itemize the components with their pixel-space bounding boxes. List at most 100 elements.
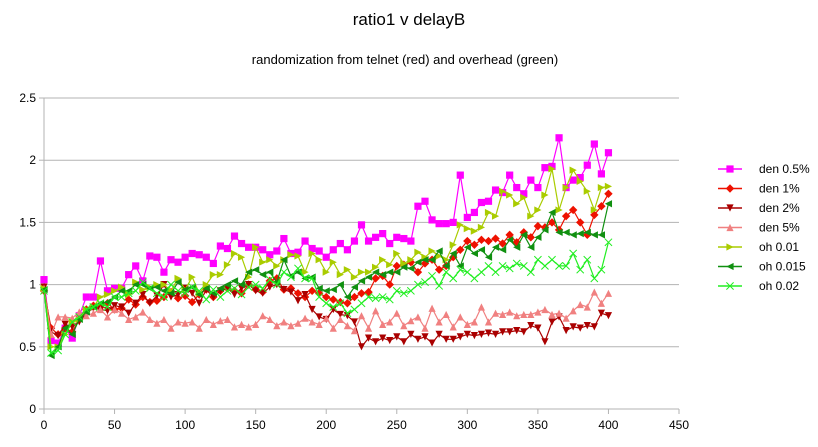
legend-swatch-marker [726, 243, 734, 251]
data-point [527, 310, 535, 319]
data-point [230, 232, 239, 240]
data-point [499, 310, 507, 319]
data-point [442, 335, 450, 343]
y-tick-label: 0 [29, 402, 36, 416]
data-point [463, 330, 471, 338]
data-point [308, 273, 316, 281]
data-point [568, 205, 578, 215]
data-point [583, 228, 591, 236]
data-point [604, 149, 613, 157]
data-point [68, 334, 76, 342]
data-point [534, 233, 542, 241]
data-point [195, 324, 203, 332]
data-point [407, 256, 415, 264]
data-point [153, 253, 161, 261]
data-point [548, 255, 556, 264]
data-point [562, 327, 570, 335]
data-point [307, 286, 317, 296]
data-point [407, 237, 415, 245]
legend-swatch-marker [726, 223, 734, 232]
data-point [470, 318, 478, 326]
data-point [132, 313, 140, 321]
data-point [223, 281, 232, 289]
data-point [336, 239, 344, 248]
data-point [61, 330, 70, 339]
data-point [110, 284, 119, 292]
data-point [54, 339, 62, 347]
data-point [202, 284, 210, 292]
data-point [343, 293, 351, 301]
data-point [280, 285, 288, 294]
data-point [153, 283, 161, 291]
data-point [329, 285, 337, 294]
data-point [160, 268, 168, 276]
data-point [590, 231, 598, 239]
data-point [520, 328, 528, 336]
data-point [534, 206, 542, 214]
data-point [223, 286, 232, 295]
data-point [541, 226, 549, 234]
data-point [223, 315, 232, 324]
data-point [484, 253, 493, 261]
data-point [562, 314, 570, 322]
data-point [96, 293, 105, 301]
data-point [548, 162, 556, 171]
data-point [400, 322, 408, 330]
x-tick-label: 150 [246, 418, 266, 432]
legend-item: den 5% [718, 221, 800, 235]
data-point [569, 323, 577, 331]
data-point [548, 318, 556, 326]
data-point [294, 264, 302, 273]
data-point [604, 289, 613, 297]
data-point [47, 349, 56, 357]
data-point [484, 208, 493, 217]
y-tick-label: 2.5 [19, 91, 36, 105]
data-point [513, 327, 521, 335]
data-point [131, 286, 140, 295]
data-point [379, 334, 387, 342]
data-point [47, 351, 55, 360]
data-point [146, 315, 154, 324]
data-point [421, 197, 429, 205]
legend-label: den 2% [759, 201, 800, 215]
data-point [174, 274, 182, 282]
data-point [379, 256, 387, 264]
data-point [597, 183, 605, 192]
x-tick-label: 450 [669, 418, 689, 432]
data-point [541, 164, 549, 172]
data-point [372, 338, 380, 346]
data-point [449, 335, 457, 343]
legend-label: den 1% [759, 182, 800, 196]
plot-series [39, 134, 613, 360]
data-point [245, 243, 253, 251]
data-point [294, 319, 302, 327]
data-point [456, 265, 465, 274]
data-point [132, 299, 140, 307]
y-tick-label: 1 [29, 278, 36, 292]
x-tick-label: 200 [316, 418, 336, 432]
data-point [526, 268, 535, 277]
data-point [421, 278, 429, 287]
data-point [343, 309, 352, 318]
data-point [294, 248, 302, 256]
data-point [562, 228, 570, 236]
data-point [449, 241, 457, 249]
data-point [407, 330, 415, 338]
data-point [477, 235, 486, 245]
data-point [499, 246, 507, 254]
data-point [379, 320, 387, 329]
data-point [393, 233, 401, 241]
data-point [491, 330, 500, 338]
data-point [89, 309, 97, 317]
data-point [195, 299, 203, 307]
data-point [308, 318, 316, 326]
data-point [118, 287, 126, 295]
data-point [499, 187, 507, 195]
legend-swatch-marker [726, 165, 734, 173]
data-point [470, 332, 478, 340]
data-point [322, 292, 331, 302]
data-point [139, 281, 147, 289]
data-point [180, 291, 190, 300]
data-point [527, 212, 535, 220]
data-point [470, 249, 478, 258]
